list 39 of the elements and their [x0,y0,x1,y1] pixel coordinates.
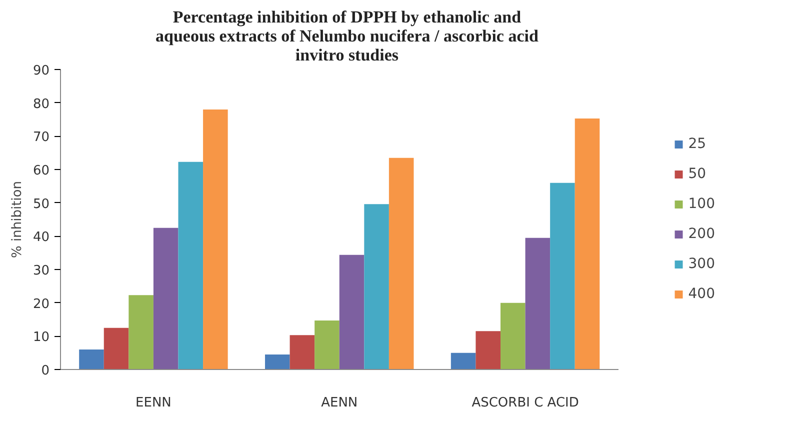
bar [388,158,414,370]
bar [265,354,290,370]
y-tick-label: 90 [32,64,50,78]
bar [525,238,550,370]
bar [574,118,600,370]
legend-label: 100 [688,196,715,212]
bar [79,350,104,370]
bar [339,254,364,370]
y-axis-title: % inhibition [10,181,25,258]
legend-label: 200 [688,226,715,242]
y-tick-label: 80 [32,96,50,112]
x-tick-label: ASCORBI C ACID [472,396,579,410]
legend-label: 300 [688,256,715,272]
y-tick-label: 40 [32,230,50,246]
y-tick-label: 30 [32,264,50,278]
bar [450,352,476,370]
bar [290,335,315,370]
chart-title: Percentage inhibition of DPPH by ethanolic and aqueous extracts of Nelumbo nucifera / ascorbic acid invitro studies [156,8,539,64]
legend-label: 400 [688,286,715,302]
bar [153,228,178,370]
bar [476,331,500,370]
bar [550,182,575,370]
y-tick-label: 20 [32,296,50,312]
y-tick-label: 0 [41,364,50,378]
bar [178,162,204,370]
bar [364,204,389,370]
legend-label: 50 [688,166,708,182]
y-tick-label: 10 [32,330,50,346]
bar [500,302,526,370]
bar [203,110,228,370]
x-tick-label: AENN [321,396,358,410]
legend-label: 25 [688,136,708,152]
x-tick-label: EENN [136,396,172,410]
bar [314,320,340,370]
y-tick-label: 70 [32,130,50,146]
bar [104,328,129,370]
bar [128,295,154,370]
y-tick-label: 60 [32,164,50,178]
y-tick-label: 50 [32,196,50,212]
